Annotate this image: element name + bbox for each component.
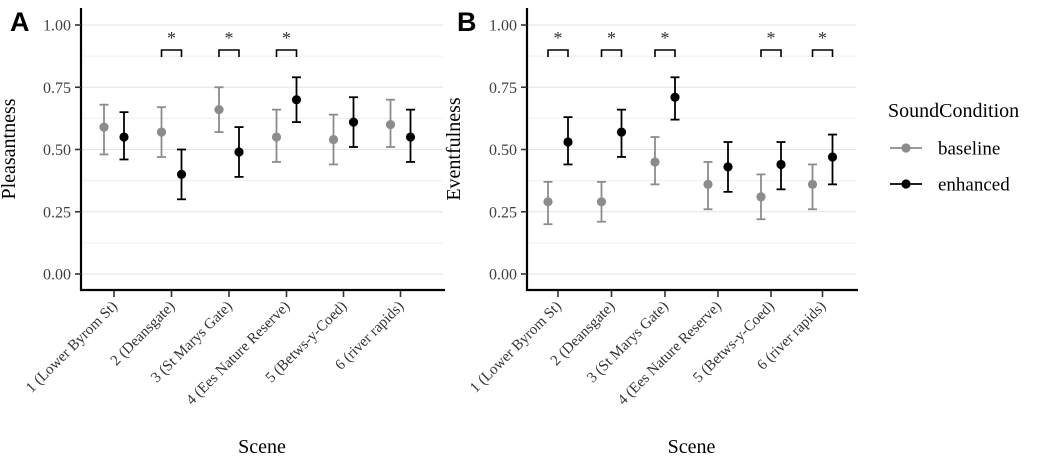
data-point-enhanced [776, 159, 786, 170]
sig-bracket [547, 49, 569, 57]
sig-asterisk: * [554, 28, 563, 48]
y-tick-label: 0.00 [489, 267, 517, 284]
legend-key-point-enhanced [901, 179, 911, 189]
y-tick-label: 0.25 [489, 204, 517, 221]
sig-bracket [600, 49, 623, 57]
data-point-baseline [99, 122, 109, 132]
y-tick-label: 1.00 [489, 18, 517, 35]
y-tick-label: 0.50 [489, 142, 517, 159]
data-point-enhanced [119, 132, 129, 142]
y-tick-label: 0.00 [43, 267, 71, 284]
panel-label: B [457, 7, 477, 37]
sig-bracket [275, 49, 298, 57]
legend-item-label: enhanced [938, 175, 1010, 196]
data-point-enhanced [176, 169, 187, 179]
legend-key-point-baseline [901, 143, 911, 153]
sig-asterisk: * [767, 28, 776, 48]
sig-bracket [218, 49, 240, 57]
data-point-baseline [328, 134, 339, 145]
data-point-baseline [703, 179, 713, 189]
data-point-baseline [156, 127, 167, 137]
data-point-enhanced [234, 147, 244, 157]
sig-bracket [811, 49, 834, 57]
data-point-enhanced [670, 92, 680, 102]
data-point-baseline [756, 192, 766, 202]
data-point-enhanced [348, 117, 359, 127]
data-point-baseline [543, 197, 553, 207]
x-tick-label: 4 (Ees Nature Reserve) [615, 299, 725, 409]
data-point-enhanced [563, 137, 573, 147]
y-tick-label: 0.50 [43, 142, 71, 159]
x-tick-label: 1 (Lower Byrom St) [23, 299, 121, 397]
y-tick-label: 0.25 [43, 204, 71, 221]
legend-title: SoundCondition [888, 100, 1019, 122]
panel-B: 0.000.250.500.751.001 (Lower Byrom St)2 … [443, 7, 858, 458]
data-point-baseline [650, 157, 660, 167]
data-point-enhanced [723, 162, 733, 172]
y-axis-title: Eventfulness [443, 97, 465, 201]
data-point-enhanced [291, 95, 302, 105]
sig-asterisk: * [607, 28, 616, 48]
legend-item-label: baseline [938, 139, 1000, 160]
sig-asterisk: * [661, 28, 670, 48]
sig-bracket [160, 49, 183, 57]
data-point-enhanced [616, 127, 627, 137]
sig-bracket [760, 49, 782, 57]
panel-A: 0.000.250.500.751.001 (Lower Byrom St)2 … [0, 7, 445, 458]
data-point-enhanced [827, 152, 838, 162]
sig-asterisk: * [282, 28, 291, 48]
data-point-baseline [596, 197, 607, 207]
sig-asterisk: * [818, 28, 827, 48]
data-point-baseline [807, 179, 818, 189]
y-axis-title: Pleasantness [0, 98, 20, 199]
y-tick-label: 1.00 [43, 18, 71, 35]
x-tick-label: 4 (Ees Nature Reserve) [183, 299, 293, 409]
y-tick-label: 0.75 [43, 80, 71, 97]
x-axis-title: Scene [238, 436, 286, 458]
data-point-baseline [271, 132, 282, 142]
y-tick-label: 0.75 [489, 80, 517, 97]
panel-label: A [10, 7, 30, 37]
data-point-baseline [214, 105, 224, 115]
x-axis-title: Scene [668, 436, 716, 458]
data-point-enhanced [405, 132, 416, 142]
legend: SoundCondition baseline enhanced [888, 100, 1019, 196]
sig-asterisk: * [225, 28, 234, 48]
data-point-baseline [385, 120, 396, 130]
sig-bracket [654, 49, 676, 57]
sig-asterisk: * [167, 28, 176, 48]
x-tick-label: 1 (Lower Byrom St) [467, 299, 565, 397]
